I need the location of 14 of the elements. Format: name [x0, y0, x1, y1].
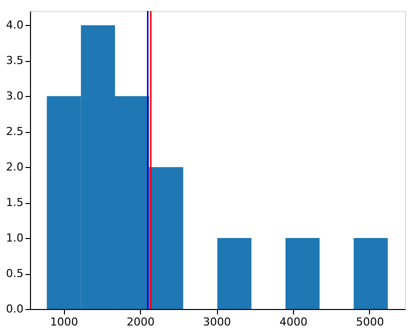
- y-tick-label: 1.5: [6, 196, 24, 210]
- y-tick-label: 0.5: [6, 267, 24, 280]
- x-tick-label: 4000: [279, 316, 308, 328]
- y-tick-label: 3.0: [6, 90, 24, 103]
- y-tick-label: 4.0: [6, 18, 24, 32]
- y-tick-label: 0.0: [6, 302, 24, 316]
- y-tick-label: 2.0: [6, 160, 24, 174]
- x-tick-label: 5000: [356, 316, 384, 328]
- x-tick-label: 2000: [126, 316, 155, 328]
- y-tick-label: 1.0: [6, 232, 24, 245]
- y-tick-label: 2.5: [6, 125, 24, 138]
- y-tick-label: 3.5: [6, 54, 24, 68]
- x-tick-label: 1000: [50, 316, 78, 328]
- x-tick-label: 3000: [203, 316, 232, 328]
